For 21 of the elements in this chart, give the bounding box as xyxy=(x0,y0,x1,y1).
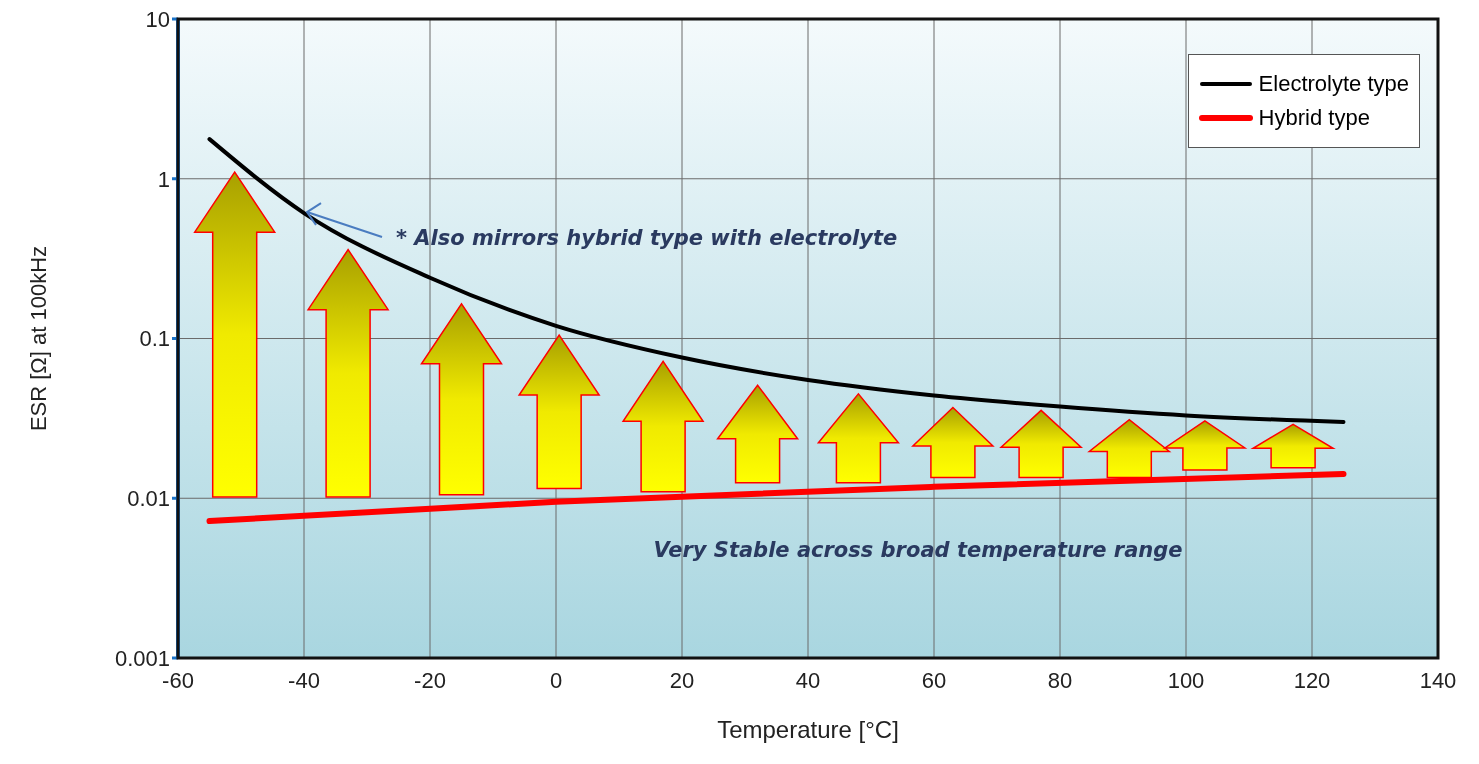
annotation: * Also mirrors hybrid type with electrolyte xyxy=(396,226,898,251)
annotation: Very Stable across broad temperature range xyxy=(653,537,1183,562)
y-tick-label: 10 xyxy=(145,6,170,32)
x-tick-label: 60 xyxy=(921,667,947,693)
y-tick-label: 1 xyxy=(157,166,170,192)
x-tick-label: 40 xyxy=(795,667,821,693)
y-tick-label: 0.01 xyxy=(127,486,170,512)
legend-label: Electrolyte type xyxy=(1258,71,1409,97)
x-tick-label: 80 xyxy=(1047,667,1073,693)
x-tick-label: -40 xyxy=(288,667,320,693)
line-series xyxy=(207,137,1346,425)
x-tick-label: 20 xyxy=(669,667,695,693)
x-tick-label: -20 xyxy=(414,667,446,693)
y-axis-title: ESR [Ω] at 100kHz xyxy=(25,245,51,432)
x-tick-label: 0 xyxy=(549,667,563,693)
x-tick-label: 140 xyxy=(1419,667,1457,693)
x-tick-label: 120 xyxy=(1293,667,1331,693)
x-tick-label: 100 xyxy=(1167,667,1205,693)
legend-label: Hybrid type xyxy=(1258,105,1370,131)
y-tick-label: 0.1 xyxy=(139,326,170,352)
x-axis-title: Temperature [°C] xyxy=(717,716,899,743)
